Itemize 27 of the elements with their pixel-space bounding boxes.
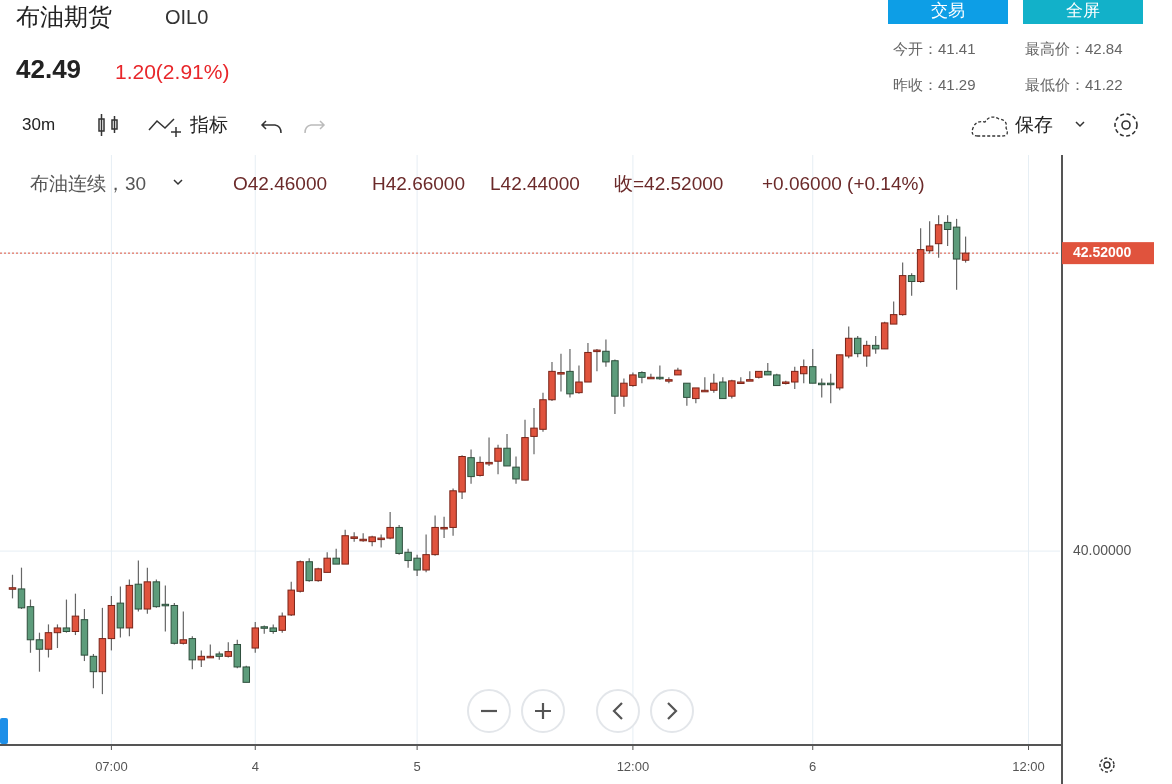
chart-title: 布油期货: [16, 3, 112, 31]
chart-subtitle: OIL0: [165, 6, 209, 29]
annotation: +0.06000 (+0.14%): [762, 173, 925, 195]
x-tick-label: 12:00: [616, 759, 650, 775]
text: 最高价：42.84: [1025, 39, 1123, 57]
annotation: L42.44000: [490, 173, 580, 195]
x-tick-label: 4: [251, 759, 259, 775]
annotation: 布油连续，30: [30, 173, 147, 195]
x-tick-label: 5: [413, 759, 421, 775]
text: 30m: [22, 115, 56, 135]
annotation: 收=42.52000: [614, 173, 724, 195]
text: 保存: [1015, 114, 1053, 136]
text: 指标: [189, 114, 228, 136]
text: 最低价：41.22: [1025, 75, 1123, 93]
x-tick-label: 6: [809, 759, 817, 775]
text: 1.20(2.91%): [115, 59, 230, 83]
text: 全屏: [1066, 1, 1100, 21]
annotation: H42.66000: [372, 173, 465, 195]
y-tick-label: 42.52000: [1073, 243, 1132, 260]
x-tick-label: 12:00: [1012, 759, 1045, 775]
text: 42.49: [16, 53, 82, 84]
text: 交易: [931, 1, 965, 21]
text: 昨收：41.29: [893, 75, 976, 93]
text: 今开：41.41: [893, 39, 976, 57]
x-tick-label: 07:00: [95, 759, 128, 775]
annotation: O42.46000: [233, 173, 328, 195]
y-tick-label: 40.00000: [1073, 541, 1132, 558]
